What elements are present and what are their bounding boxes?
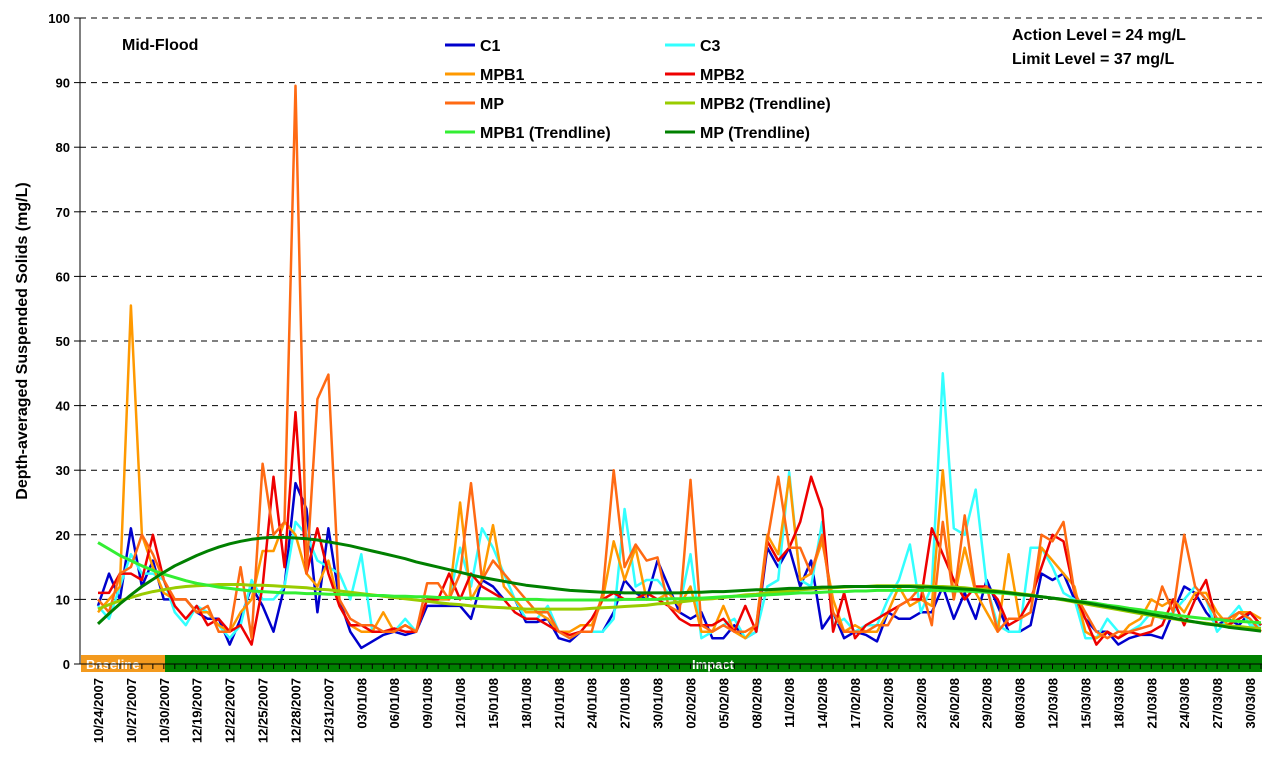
x-tick-label: 09/01/08 (420, 678, 435, 729)
x-tick-label: 10/30/2007 (157, 678, 172, 743)
x-tick-label: 10/27/2007 (124, 678, 139, 743)
x-tick-label: 03/01/08 (354, 678, 369, 729)
x-tick-label: 27/03/08 (1210, 678, 1225, 729)
y-tick-label: 70 (56, 205, 70, 220)
series-line (97, 304, 1262, 640)
x-tick-label: 18/01/08 (519, 678, 534, 729)
x-tick-label: 21/03/08 (1144, 678, 1159, 729)
legend-label: MPB1 (Trendline) (480, 125, 611, 142)
x-tick-label: 20/02/08 (881, 678, 896, 729)
y-tick-label: 20 (56, 528, 70, 543)
x-tick-label: 26/02/08 (947, 678, 962, 729)
x-tick-label: 24/03/08 (1177, 678, 1192, 729)
x-tick-label: 06/01/08 (387, 678, 402, 729)
series-line (96, 535, 1262, 633)
x-tick-label: 14/02/08 (815, 678, 830, 729)
y-tick-label: 0 (63, 657, 70, 672)
y-tick-label: 50 (56, 334, 70, 349)
legend-label: MPB2 (700, 67, 745, 84)
x-tick-label: 17/02/08 (848, 678, 863, 729)
x-tick-label: 08/03/08 (1013, 678, 1028, 729)
x-tick-label: 08/02/08 (749, 678, 764, 729)
legend-label: MP (Trendline) (700, 125, 810, 142)
legend-label: C3 (700, 38, 721, 55)
x-tick-label: 02/02/08 (683, 678, 698, 729)
y-tick-label: 10 (56, 592, 70, 607)
x-tick-label: 15/03/08 (1078, 678, 1093, 729)
limit-level: Limit Level = 37 mg/L (1012, 51, 1175, 68)
y-tick-label: 30 (56, 463, 70, 478)
legend-label: MPB2 (Trendline) (700, 96, 831, 113)
y-tick-label: 60 (56, 269, 70, 284)
x-tick-label: 12/28/2007 (288, 678, 303, 743)
x-tick-label: 12/01/08 (453, 678, 468, 729)
x-tick-label: 05/02/08 (716, 678, 731, 729)
y-tick-label: 100 (48, 11, 70, 26)
legend-label: C1 (480, 38, 501, 55)
x-tick-label: 18/03/08 (1111, 678, 1126, 729)
x-tick-label: 30/03/08 (1243, 678, 1258, 729)
x-tick-label: 11/02/08 (782, 678, 797, 728)
x-tick-label: 12/25/2007 (256, 678, 271, 743)
x-tick-label: 12/19/2007 (190, 678, 205, 743)
series-line (97, 84, 1262, 640)
x-tick-label: 27/01/08 (618, 678, 633, 729)
series-line (98, 410, 1262, 646)
x-tick-label: 29/02/08 (980, 678, 995, 729)
y-axis-label: Depth-averaged Suspended Solids (mg/L) (14, 182, 31, 499)
x-tick-label: 30/01/08 (651, 678, 666, 729)
panel-label: Mid-Flood (122, 37, 198, 54)
x-tick-label: 15/01/08 (486, 678, 501, 729)
x-tick-label: 12/03/08 (1046, 678, 1061, 729)
x-tick-label: 24/01/08 (585, 678, 600, 729)
x-tick-label: 12/22/2007 (223, 678, 238, 743)
y-tick-label: 40 (56, 399, 70, 414)
y-tick-label: 90 (56, 76, 70, 91)
y-tick-label: 80 (56, 140, 70, 155)
action-level: Action Level = 24 mg/L (1012, 27, 1186, 44)
x-tick-label: 21/01/08 (552, 678, 567, 729)
x-tick-label: 10/24/2007 (91, 678, 106, 743)
legend-label: MP (480, 96, 504, 113)
x-tick-label: 12/31/2007 (321, 678, 336, 743)
legend-label: MPB1 (480, 67, 525, 84)
x-tick-label: 23/02/08 (914, 678, 929, 729)
